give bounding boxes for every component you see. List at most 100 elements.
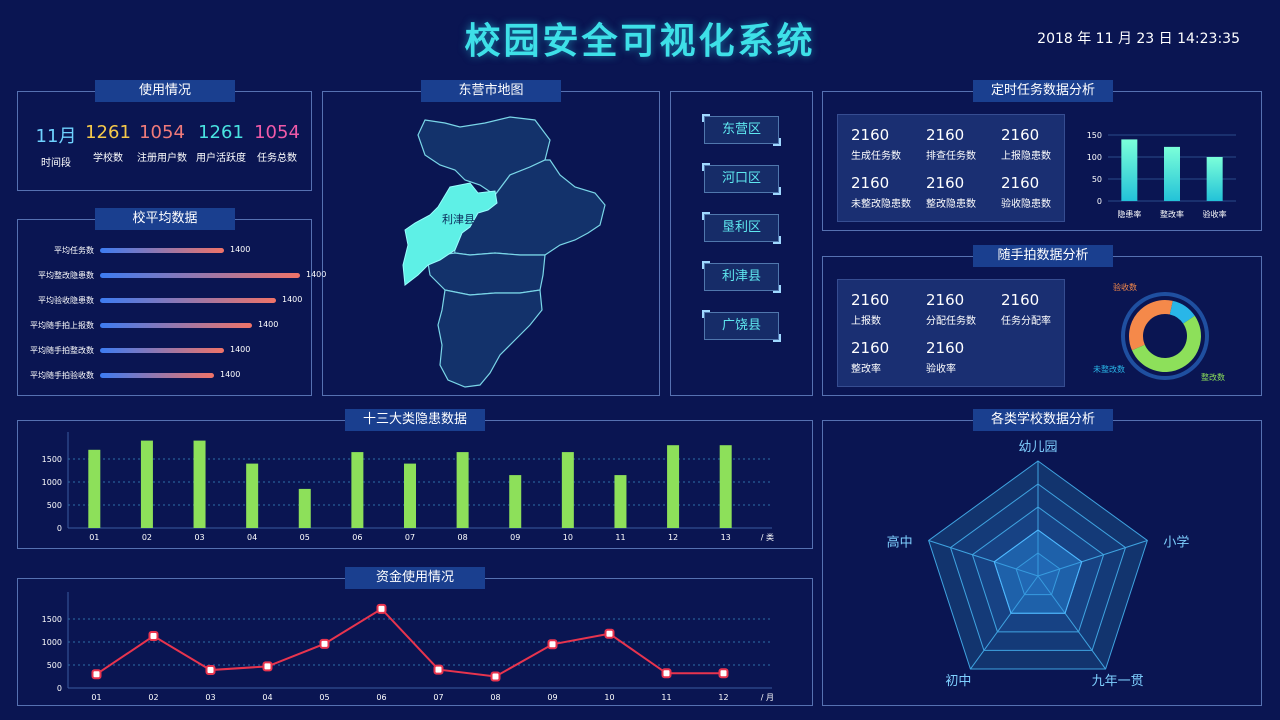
xtick: 02 xyxy=(142,533,152,542)
timed-item-value: 2160 xyxy=(851,174,890,192)
xtick: 05 xyxy=(319,693,329,702)
snapshot-item: 2160 任务分配率 xyxy=(1001,291,1051,327)
usage-stat-value: 11月 xyxy=(35,126,77,147)
usage-stat-label: 用户活跃度 xyxy=(196,153,246,164)
xtick: 12 xyxy=(718,693,728,702)
funds-point xyxy=(262,661,273,672)
avg-row: 平均随手拍整改数 1400 xyxy=(22,344,307,358)
avg-row: 平均随手拍上报数 1400 xyxy=(22,319,307,333)
snapshot-item-label: 上报数 xyxy=(851,316,881,327)
donut-label: 整改数 xyxy=(1201,372,1225,382)
hazard-bar xyxy=(509,475,522,528)
snapshot-item-value: 2160 xyxy=(926,339,965,357)
avg-row-label: 平均随手拍上报数 xyxy=(30,321,94,330)
avg-row: 平均整改隐患数 1400 xyxy=(22,269,326,283)
rate-xlabel: 隐患率 xyxy=(1117,209,1141,219)
hazard-bar xyxy=(614,475,627,528)
funds-point xyxy=(205,665,216,676)
hazard-bar xyxy=(298,488,311,528)
funds-point xyxy=(148,631,159,642)
funds-point xyxy=(661,668,672,679)
radar-spoke xyxy=(1037,539,1148,577)
radar-area xyxy=(993,529,1083,614)
rate-ytick: 100 xyxy=(1087,153,1102,162)
rate-bar xyxy=(1164,146,1180,201)
avg-row-label: 平均验收隐患数 xyxy=(38,296,94,305)
avg-row-bar xyxy=(100,348,224,353)
snapshot-item-label: 分配任务数 xyxy=(926,316,976,327)
district-button[interactable]: 利津县 xyxy=(702,261,781,293)
xtick: 09 xyxy=(547,693,557,702)
usage-stat-value: 1054 xyxy=(139,122,185,143)
snapshot-item: 2160 验收率 xyxy=(926,339,964,375)
ytick: 500 xyxy=(47,661,62,670)
funds-point xyxy=(547,639,558,650)
funds-line-chart: 0 500 1000 1500 01 02 03 04 05 06 07 08 09 10 11 12 / 月 xyxy=(42,592,774,702)
hazards-bar-chart: 0 500 1000 1500 01 02 03 04 05 06 07 08 09 10 11 12 13 / … xyxy=(42,432,774,542)
ytick: 0 xyxy=(57,524,62,533)
avg-row-bar xyxy=(100,248,224,253)
district-button[interactable]: 广饶县 xyxy=(702,310,781,342)
xtick: 07 xyxy=(405,533,415,542)
timed-item: 2160 排查任务数 xyxy=(926,126,976,162)
usage-stat: 1054 任务总数 xyxy=(249,122,305,164)
xtick: 03 xyxy=(205,693,215,702)
dongying-map[interactable]: 利津县 xyxy=(400,115,610,390)
xtick: 02 xyxy=(148,693,158,702)
donut-label: 验收数 xyxy=(1113,282,1137,292)
rate-ytick: 0 xyxy=(1097,197,1102,206)
timed-item-label: 验收隐患数 xyxy=(1001,199,1051,210)
x-unit: / 月 xyxy=(761,693,774,702)
timed-item-label: 排查任务数 xyxy=(926,151,976,162)
snapshot-item: 2160 上报数 xyxy=(851,291,889,327)
radar-axis-label: 高中 xyxy=(887,534,913,550)
donut-slice xyxy=(1169,300,1195,324)
usage-stat: 1261 用户活跃度 xyxy=(193,122,249,164)
hazard-bar xyxy=(246,463,259,528)
timed-item-label: 上报隐患数 xyxy=(1001,151,1051,162)
xtick: 07 xyxy=(433,693,443,702)
xtick: 05 xyxy=(300,533,310,542)
radar-axis-label: 初中 xyxy=(945,674,971,689)
district-button[interactable]: 东营区 xyxy=(702,114,781,146)
usage-stat-label: 注册用户数 xyxy=(137,153,187,164)
xtick: 12 xyxy=(668,533,678,542)
xtick: 13 xyxy=(721,533,731,542)
ytick: 1500 xyxy=(42,615,62,624)
donut-slice xyxy=(1131,315,1201,372)
timed-item-value: 2160 xyxy=(1001,174,1040,192)
ytick: 1000 xyxy=(42,638,62,647)
snapshot-item-value: 2160 xyxy=(1001,291,1040,309)
avg-row-label: 平均任务数 xyxy=(54,246,94,255)
timed-item: 2160 整改隐患数 xyxy=(926,174,976,210)
timed-item: 2160 未整改隐患数 xyxy=(851,174,911,210)
avg-row-value: 1400 xyxy=(258,320,279,329)
district-button[interactable]: 河口区 xyxy=(702,163,781,195)
xtick: 06 xyxy=(376,693,386,702)
timed-item-label: 生成任务数 xyxy=(851,151,901,162)
rate-bar xyxy=(1206,157,1223,201)
hazard-bar xyxy=(404,463,416,528)
timed-item: 2160 生成任务数 xyxy=(851,126,901,162)
radar-axis-label: 幼儿园 xyxy=(1018,440,1057,455)
funds-point xyxy=(433,664,444,675)
ytick: 0 xyxy=(57,684,62,693)
xtick: 10 xyxy=(563,533,573,542)
usage-stat-label: 时间段 xyxy=(41,158,71,169)
district-button[interactable]: 垦利区 xyxy=(702,212,781,244)
map-region-center xyxy=(427,252,546,296)
xtick: 04 xyxy=(247,533,257,542)
timed-item-value: 2160 xyxy=(926,126,965,144)
schools-panel-title: 各类学校数据分析 xyxy=(973,409,1113,431)
hazards-panel-title: 十三大类隐患数据 xyxy=(345,409,485,431)
hazard-bar xyxy=(193,440,206,528)
districts-panel xyxy=(670,91,813,396)
hazard-bar xyxy=(456,452,469,528)
avg-row-value: 1400 xyxy=(282,295,303,304)
avg-row-value: 1400 xyxy=(230,345,251,354)
usage-stat: 11月时间段 xyxy=(28,122,84,169)
radar-spoke xyxy=(928,539,1039,577)
xtick: 09 xyxy=(510,533,520,542)
